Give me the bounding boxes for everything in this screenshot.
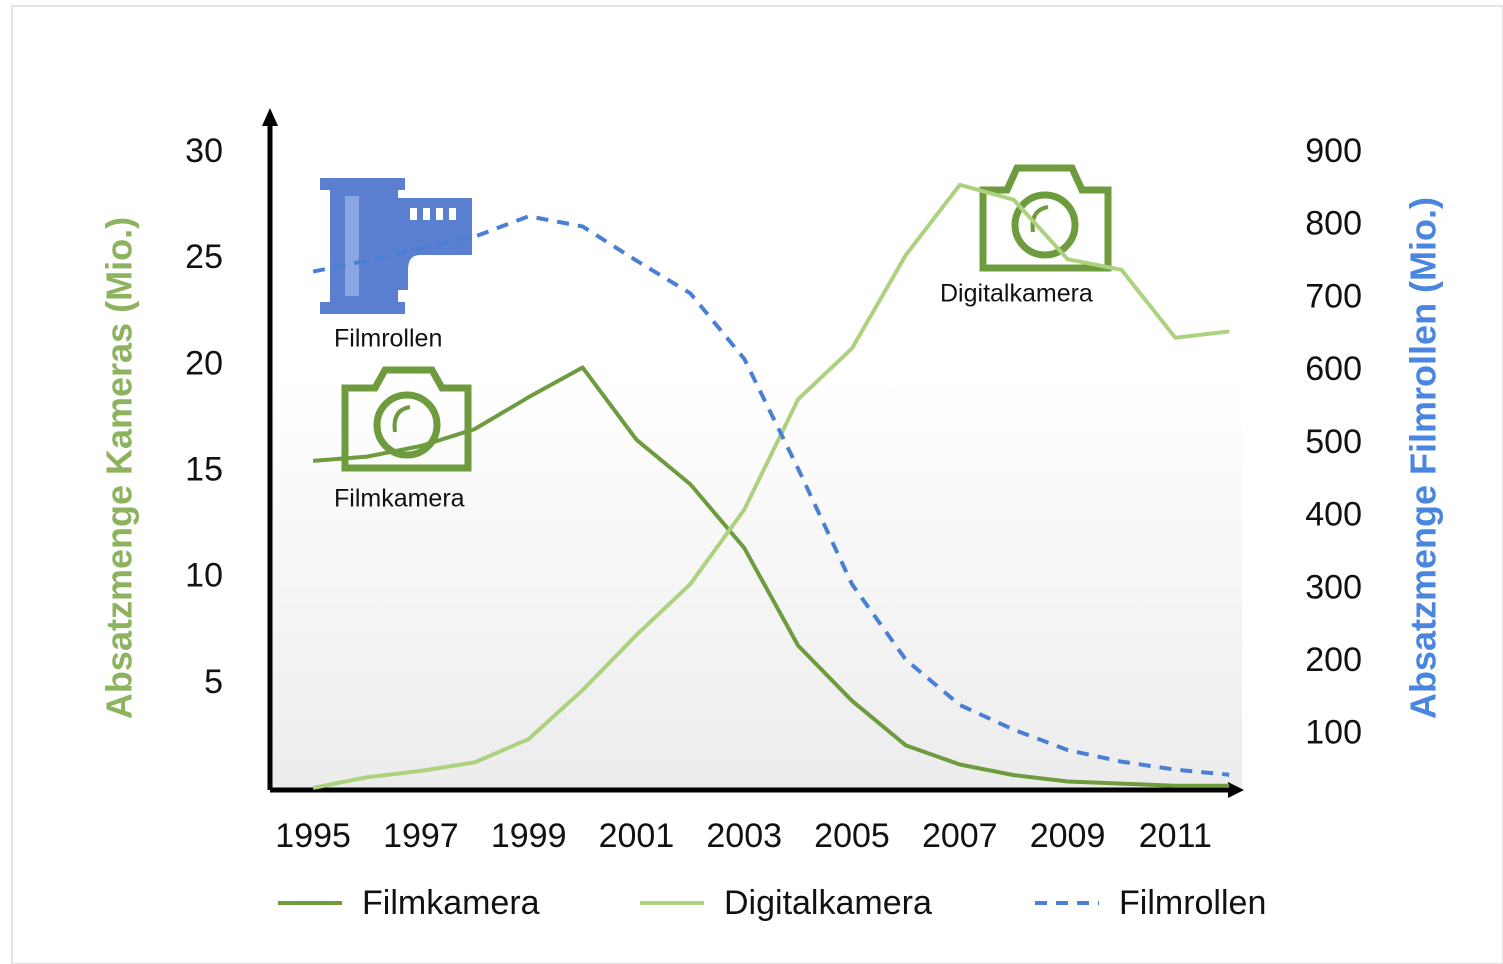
y-axis-label: Absatzmenge Kameras (Mio.) xyxy=(99,217,140,719)
film-roll-icon xyxy=(320,178,472,314)
legend-label: Filmkamera xyxy=(362,884,540,922)
y2-tick-label: 900 xyxy=(1305,132,1362,170)
x-tick-label: 1995 xyxy=(275,817,351,855)
y2-tick-label: 100 xyxy=(1305,714,1362,752)
y2-tick-label: 500 xyxy=(1305,423,1362,461)
x-axis-arrow xyxy=(1228,782,1244,798)
annotation: Digitalkamera xyxy=(940,280,1093,308)
legend-label: Digitalkamera xyxy=(724,884,932,922)
annotation: Filmrollen xyxy=(334,325,442,353)
plot-background xyxy=(272,380,1242,790)
x-tick-label: 2009 xyxy=(1030,817,1106,855)
y2-tick-label: 400 xyxy=(1305,496,1362,534)
y-tick-label: 20 xyxy=(185,344,223,382)
line-series xyxy=(312,214,1230,777)
x-tick-label: 2005 xyxy=(814,817,890,855)
annotation: Filmkamera xyxy=(334,485,465,513)
x-tick-label: 2003 xyxy=(706,817,782,855)
y-tick-label: 25 xyxy=(185,238,223,276)
y2-tick-label: 600 xyxy=(1305,350,1362,388)
line-series xyxy=(312,365,1230,788)
y2-tick-label: 700 xyxy=(1305,277,1362,315)
y2-tick-label: 800 xyxy=(1305,205,1362,243)
y-tick-label: 15 xyxy=(185,450,223,488)
x-tick-label: 2007 xyxy=(922,817,998,855)
y-tick-label: 10 xyxy=(185,557,223,595)
x-tick-label: 1999 xyxy=(491,817,567,855)
film-camera-icon xyxy=(341,366,472,472)
y2-axis-label: Absatzmenge Filmrollen (Mio.) xyxy=(1403,197,1444,719)
line-series xyxy=(312,182,1230,790)
digital-camera-icon xyxy=(979,164,1112,272)
legend-label: Filmrollen xyxy=(1119,884,1266,922)
y-tick-label: 30 xyxy=(185,132,223,170)
x-tick-label: 1997 xyxy=(383,817,459,855)
x-tick-label: 2001 xyxy=(599,817,675,855)
y-tick-label: 5 xyxy=(204,663,223,701)
y-axis-arrow xyxy=(262,108,278,126)
x-tick-label: 2011 xyxy=(1139,817,1212,855)
y2-tick-label: 300 xyxy=(1305,568,1362,606)
y2-tick-label: 200 xyxy=(1305,641,1362,679)
